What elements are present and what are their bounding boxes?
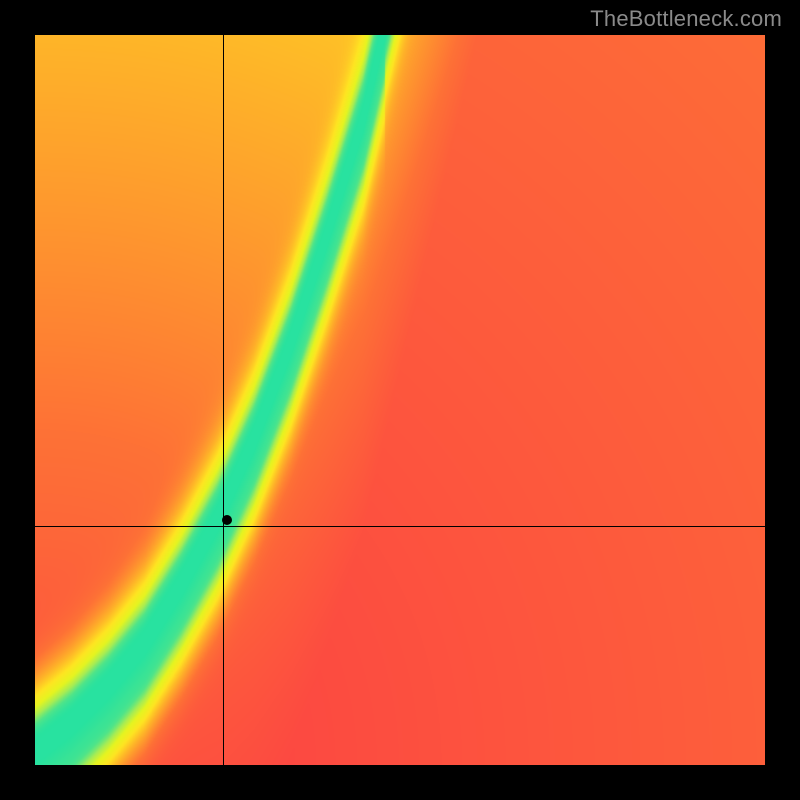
selection-marker	[222, 515, 232, 525]
heatmap-canvas	[35, 35, 765, 765]
crosshair-vertical	[223, 35, 224, 765]
crosshair-horizontal	[35, 526, 765, 527]
heatmap-plot	[35, 35, 765, 765]
watermark-text: TheBottleneck.com	[590, 6, 782, 32]
